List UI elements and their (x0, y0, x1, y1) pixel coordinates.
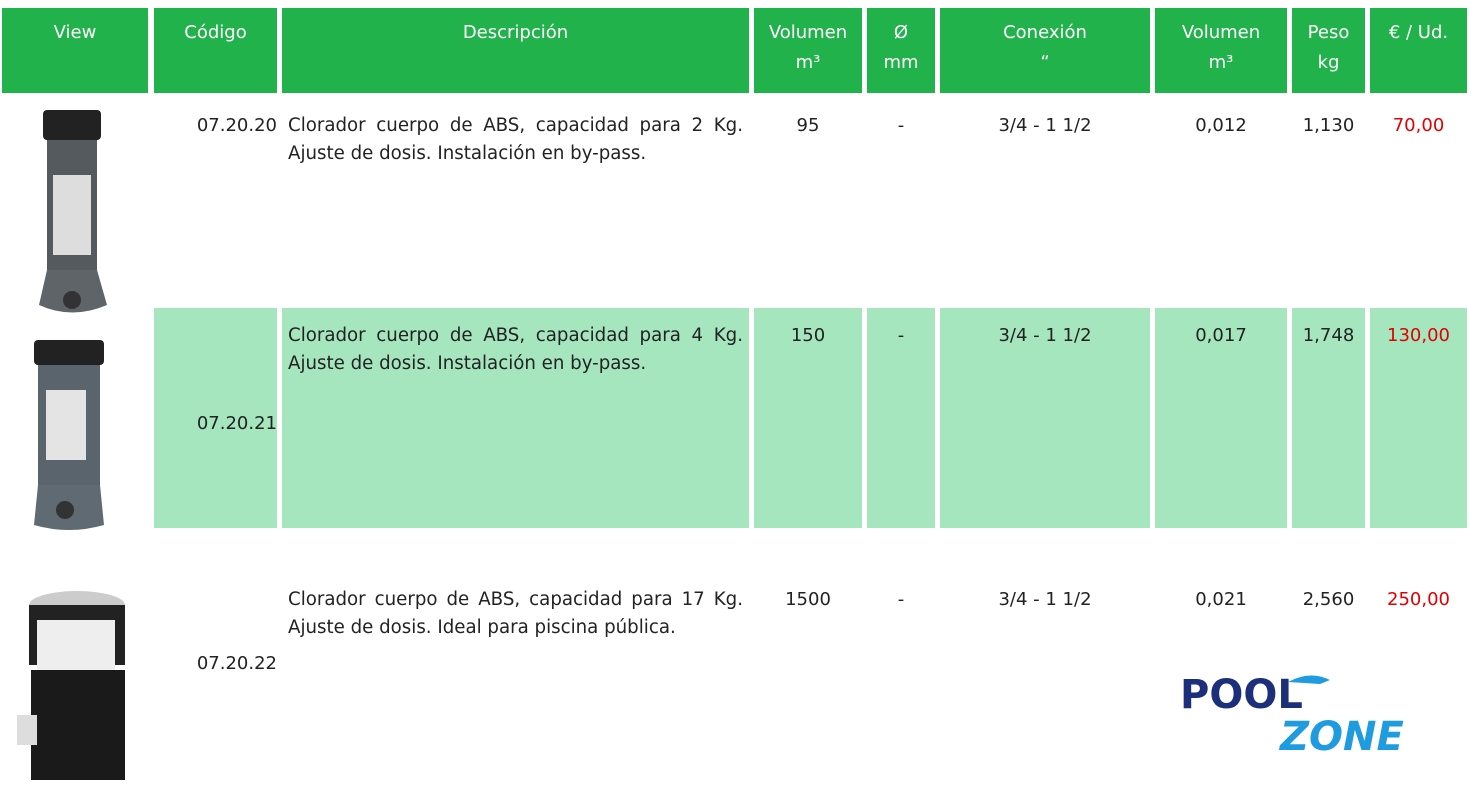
weight: 2,560 (1302, 589, 1355, 610)
logo-text: POOL (1180, 672, 1303, 718)
product-image (39, 110, 107, 313)
header-cell: Ø mm (867, 8, 935, 93)
code: 07.20.22 (196, 653, 277, 674)
volume: 95 (796, 115, 820, 136)
header-cell: Conexión “ (940, 8, 1150, 93)
diameter: - (897, 589, 905, 610)
product-image (34, 340, 104, 530)
volume-m3: 0,017 (1155, 308, 1287, 528)
description: Clorador cuerpo de ABS, capacidad para 1… (288, 589, 743, 638)
header-cell: Peso kg (1292, 8, 1365, 93)
description: Clorador cuerpo de ABS, capacidad para 2… (288, 115, 743, 164)
weight: 1,748 (1292, 308, 1365, 528)
volume: 150 (754, 308, 862, 528)
description: Clorador cuerpo de ABS, capacidad para 4… (282, 308, 749, 528)
weight: 1,130 (1302, 115, 1355, 136)
header-cell: Descripción (282, 8, 749, 93)
header-cell: Volumen m³ (1155, 8, 1287, 93)
volume-m3: 0,012 (1195, 115, 1247, 136)
logo-text: ZONE (1278, 714, 1404, 760)
connection: 3/4 - 1 1/2 (940, 308, 1150, 528)
connection: 3/4 - 1 1/2 (998, 589, 1092, 610)
code: 07.20.21 (154, 308, 277, 528)
diameter: - (897, 115, 905, 136)
diameter: - (867, 308, 935, 528)
price: 70,00 (1392, 115, 1445, 136)
volume-m3: 0,021 (1195, 589, 1247, 610)
product-image (17, 591, 125, 780)
price: 250,00 (1387, 589, 1450, 610)
header-cell: View (2, 8, 148, 93)
header-cell: Volumen m³ (754, 8, 862, 93)
price: 130,00 (1370, 308, 1467, 528)
header-cell: Código (154, 8, 277, 93)
volume: 1500 (785, 589, 831, 610)
code: 07.20.20 (196, 115, 277, 136)
logo: POOL ZONE (1180, 672, 1404, 760)
header-cell: € / Ud. (1370, 8, 1467, 93)
connection: 3/4 - 1 1/2 (998, 115, 1092, 136)
